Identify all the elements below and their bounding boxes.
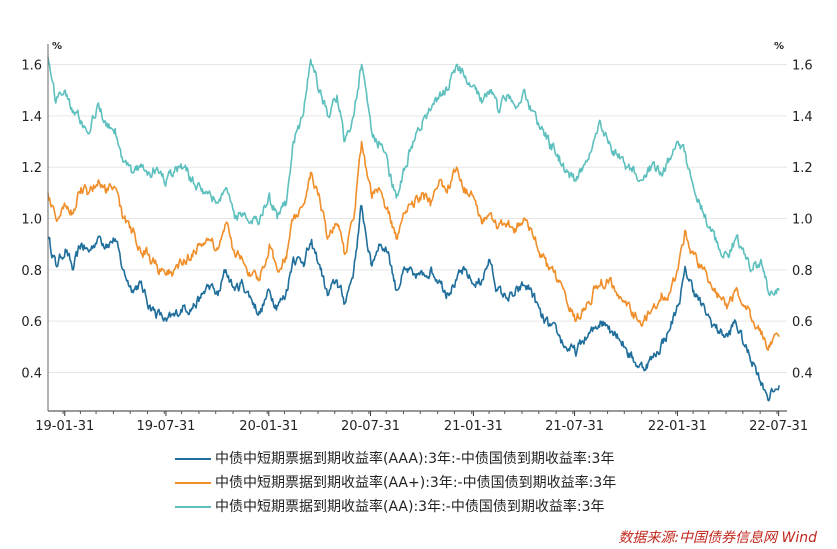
legend-label-aaa: 中债中短期票据到期收益率(AAA):3年:-中债国债到期收益率:3年 <box>215 451 615 467</box>
legend-item-aa-plus: 中债中短期票据到期收益率(AA+):3年:-中债国债到期收益率:3年 <box>175 471 616 495</box>
y-tick-label-right: 1.2 <box>792 161 813 176</box>
y-tick-label-left: 0.6 <box>21 315 42 330</box>
y-tick-label-right: 0.8 <box>792 264 813 279</box>
x-tick-label: 22-07-31 <box>749 419 808 434</box>
gridlines <box>48 64 787 374</box>
x-tick-label: 20-01-31 <box>239 419 298 434</box>
y-tick-label-left: 0.4 <box>21 367 42 382</box>
legend: 中债中短期票据到期收益率(AAA):3年:-中债国债到期收益率:3年 中债中短期… <box>175 447 616 519</box>
y-tick-label-right: 1.4 <box>792 110 813 125</box>
y-tick-label-left: 0.8 <box>21 264 42 279</box>
y-tick-label-right: 1.0 <box>792 213 813 228</box>
series-line-aa <box>47 56 780 297</box>
legend-label-aa-plus: 中债中短期票据到期收益率(AA+):3年:-中债国债到期收益率:3年 <box>215 475 617 491</box>
x-tick-label: 19-01-31 <box>35 419 94 434</box>
y-tick-label-right: 0.6 <box>792 315 813 330</box>
left-unit-label: % <box>52 41 62 52</box>
series-line-aaa <box>47 204 780 402</box>
x-axis-ticks: 19-01-31 19-07-31 20-01-31 20-07-31 21-01-31… <box>35 411 808 434</box>
x-tick-label: 19-07-31 <box>136 419 195 434</box>
axes <box>47 44 787 412</box>
x-tick-label: 21-01-31 <box>444 419 503 434</box>
legend-label-aa: 中债中短期票据到期收益率(AA):3年:-中债国债到期收益率:3年 <box>215 499 605 515</box>
right-unit-label: % <box>774 41 784 52</box>
legend-swatch-aa <box>175 506 211 508</box>
x-tick-label: 21-07-31 <box>545 419 604 434</box>
y-tick-label-right: 1.6 <box>792 59 813 74</box>
y-tick-label-left: 1.6 <box>21 59 42 74</box>
legend-swatch-aa-plus <box>175 482 211 484</box>
y-tick-label-left: 1.0 <box>21 213 42 228</box>
series-line-aa-plus <box>47 140 780 351</box>
legend-item-aaa: 中债中短期票据到期收益率(AAA):3年:-中债国债到期收益率:3年 <box>175 447 616 471</box>
y-tick-label-left: 1.2 <box>21 161 42 176</box>
x-tick-label: 20-07-31 <box>341 419 400 434</box>
x-tick-label: 22-01-31 <box>648 419 707 434</box>
legend-item-aa: 中债中短期票据到期收益率(AA):3年:-中债国债到期收益率:3年 <box>175 495 616 519</box>
y-tick-label-right: 0.4 <box>792 367 813 382</box>
y-axis-ticks: 0.4 0.4 0.6 0.6 0.8 0.8 1.0 1.0 1.2 1.2 1.4 1.4 1.6 1… <box>21 59 812 382</box>
legend-swatch-aaa <box>175 458 211 460</box>
series-lines <box>47 56 780 402</box>
source-note: 数据来源:中国债券信息网 Wind <box>618 530 817 546</box>
y-tick-label-left: 1.4 <box>21 110 42 125</box>
